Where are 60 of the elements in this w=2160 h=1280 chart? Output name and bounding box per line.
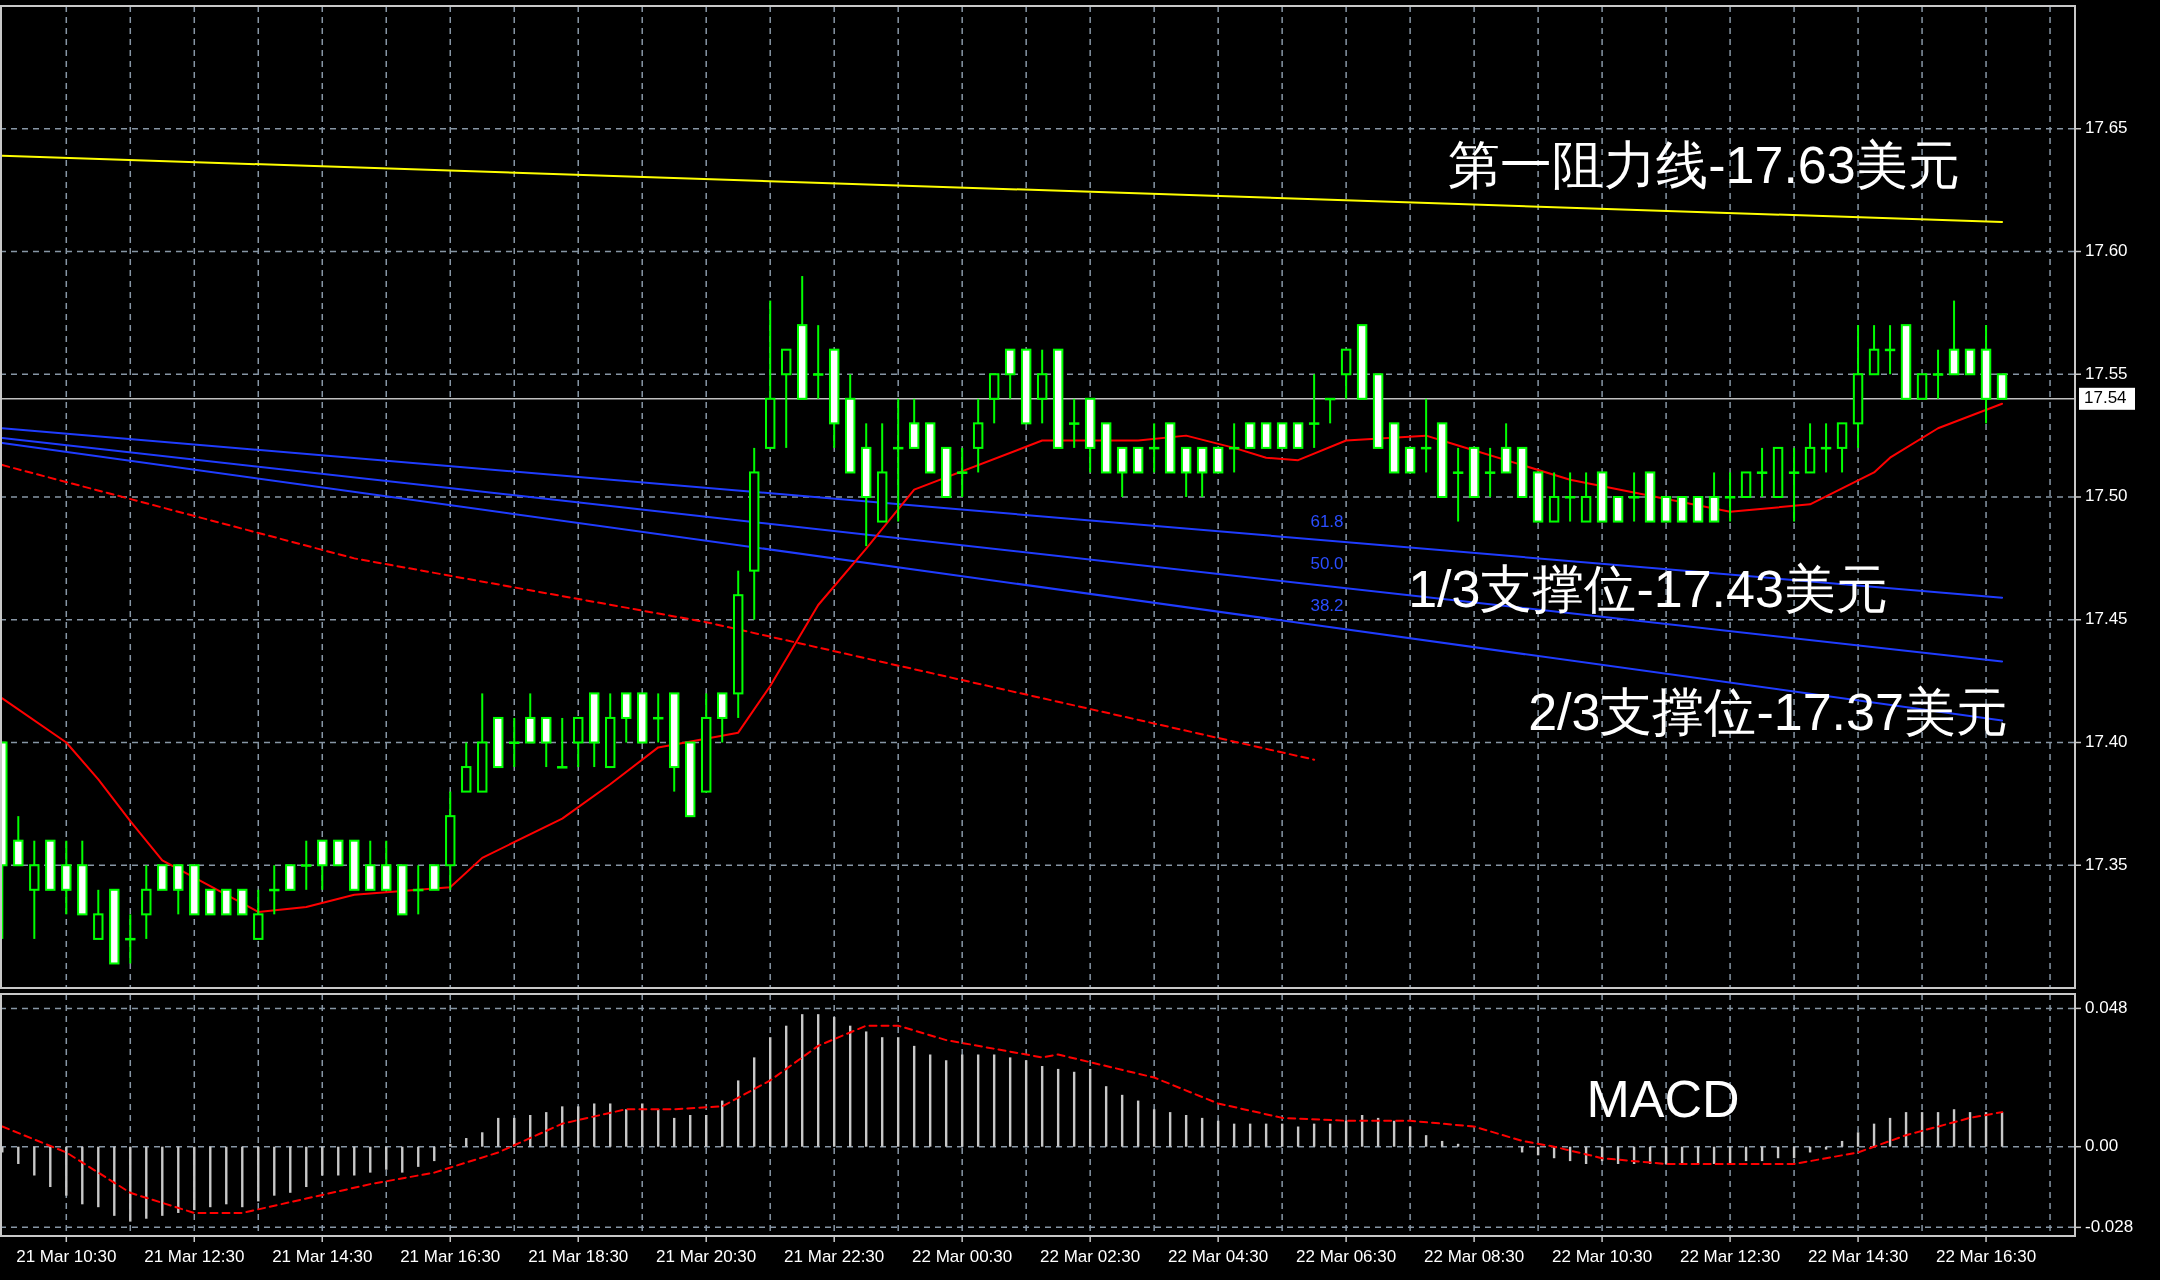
- y-tick-label: -0.028: [2085, 1216, 2134, 1236]
- candlestick: [125, 913, 136, 965]
- x-tick-label: 22 Mar 08:30: [1424, 1247, 1525, 1266]
- x-tick-label: 21 Mar 16:30: [400, 1247, 501, 1266]
- y-tick-label: 17.35: [2085, 854, 2128, 874]
- candlestick: [1148, 422, 1160, 474]
- candlestick: [1564, 471, 1576, 523]
- y-tick-label: 17.55: [2085, 363, 2128, 383]
- y-tick-label: 0.048: [2085, 997, 2128, 1017]
- candlestick: [1724, 471, 1736, 523]
- candlestick: [813, 324, 824, 400]
- candlestick: [1308, 373, 1320, 449]
- candlestick: [892, 397, 904, 523]
- annotation: 38.2: [1310, 596, 1344, 615]
- x-tick-label: 21 Mar 10:30: [16, 1247, 117, 1266]
- candlestick: [413, 864, 424, 916]
- candlestick: [1228, 422, 1240, 474]
- x-tick-label: 22 Mar 04:30: [1168, 1247, 1269, 1266]
- x-tick-label: 22 Mar 06:30: [1296, 1247, 1397, 1266]
- x-tick-label: 21 Mar 12:30: [144, 1247, 245, 1266]
- x-tick-label: 21 Mar 14:30: [272, 1247, 373, 1266]
- bar: [17, 1146, 20, 1164]
- candlestick: [1756, 446, 1768, 498]
- ref-line-label: 17.54: [2084, 388, 2127, 408]
- y-tick-label: 17.50: [2085, 486, 2128, 506]
- candlestick: [653, 692, 664, 744]
- candlestick: [1484, 446, 1496, 498]
- candlestick: [1452, 446, 1464, 523]
- candlestick: [1068, 397, 1080, 449]
- line-series: [1, 1024, 2004, 1214]
- annotation: 61.8: [1310, 512, 1344, 531]
- candlestick: [1932, 348, 1944, 400]
- candlestick: [1628, 471, 1640, 523]
- y-tick-label: 17.40: [2085, 731, 2128, 751]
- candlestick: [1820, 422, 1832, 474]
- candlestick: [1788, 446, 1800, 523]
- candlestick: [956, 446, 968, 498]
- x-tick-label: 22 Mar 14:30: [1807, 1247, 1909, 1266]
- x-tick-label: 21 Mar 20:30: [656, 1247, 757, 1266]
- x-tick-label: 22 Mar 12:30: [1679, 1247, 1781, 1266]
- candlestick: [1884, 324, 1896, 376]
- y-tick-label: 17.60: [2085, 240, 2128, 260]
- annotation: 50.0: [1310, 554, 1344, 573]
- x-tick-label: 21 Mar 22:30: [784, 1247, 885, 1266]
- x-tick-label: 21 Mar 18:30: [528, 1247, 629, 1266]
- x-tick-label: 22 Mar 00:30: [912, 1247, 1013, 1266]
- line-series: [1, 402, 2004, 913]
- candlestick: [269, 864, 280, 916]
- y-tick-label: 0.00: [2085, 1136, 2119, 1156]
- candlestick: [557, 716, 568, 769]
- annotation: MACD: [1586, 1070, 1740, 1128]
- x-tick-label: 22 Mar 16:30: [1935, 1247, 2037, 1266]
- x-tick-label: 22 Mar 02:30: [1040, 1247, 1141, 1266]
- y-tick-label: 17.45: [2085, 609, 2128, 629]
- candlestick: [301, 839, 312, 891]
- candlestick: [1420, 397, 1432, 474]
- candlestick: [509, 716, 520, 769]
- y-tick-label: 17.65: [2085, 118, 2128, 138]
- candlestick: [1324, 397, 1336, 425]
- x-tick-label: 22 Mar 10:30: [1552, 1247, 1653, 1266]
